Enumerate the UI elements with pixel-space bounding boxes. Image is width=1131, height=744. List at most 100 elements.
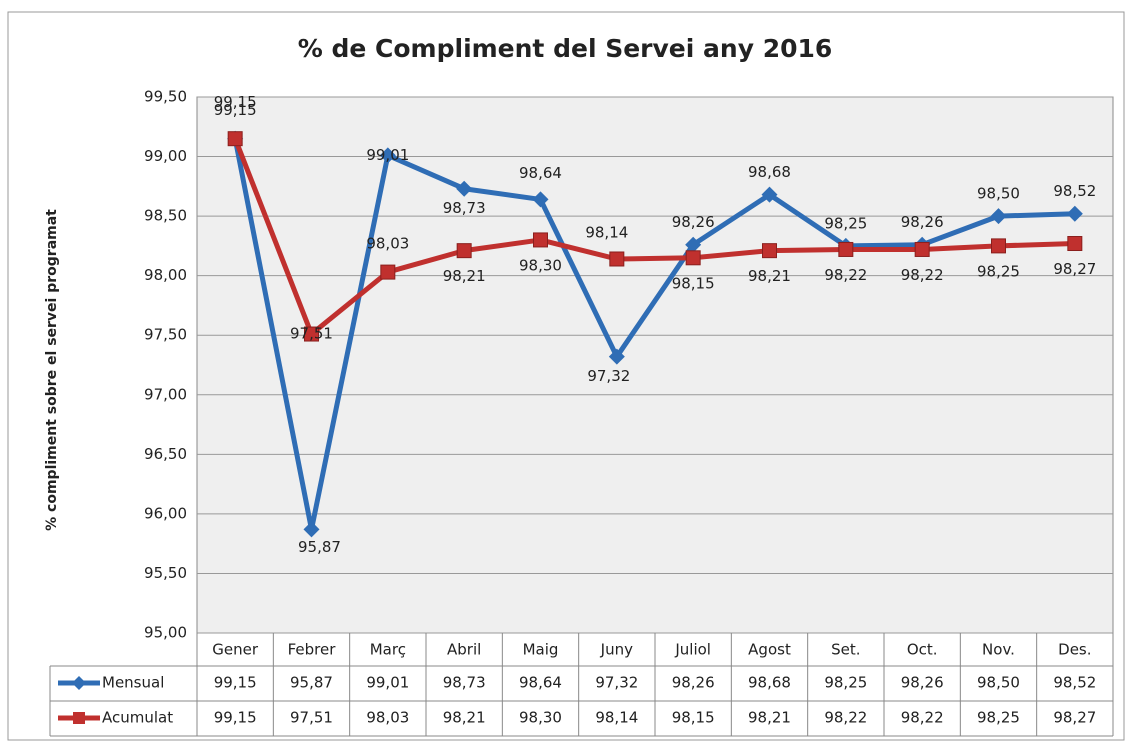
data-label: 98,22 <box>824 266 867 284</box>
y-tick-label: 97,00 <box>144 385 187 403</box>
data-label: 98,27 <box>1053 260 1096 278</box>
data-label: 98,25 <box>824 214 867 232</box>
data-label: 98,25 <box>977 262 1020 280</box>
category-label: Des. <box>1058 641 1091 659</box>
series-line <box>232 138 1075 532</box>
data-label: 98,22 <box>901 266 944 284</box>
table-cell: 98,03 <box>366 709 409 727</box>
marker <box>838 241 854 257</box>
data-label: 98,50 <box>977 185 1020 203</box>
table-cell: 98,73 <box>443 674 486 692</box>
data-label: 98,68 <box>748 163 791 181</box>
table-cell: 98,26 <box>901 674 944 692</box>
data-label: 97,32 <box>587 367 630 385</box>
y-tick-label: 99,50 <box>144 88 187 106</box>
data-label: 98,03 <box>366 235 409 253</box>
series-line <box>232 137 1075 337</box>
marker <box>990 208 1007 225</box>
legend-label: Acumulat <box>102 709 173 727</box>
marker <box>532 191 549 208</box>
category-label: Maig <box>523 641 559 659</box>
table-cell: 98,25 <box>977 709 1020 727</box>
y-tick-label: 98,00 <box>144 266 187 284</box>
data-label: 98,21 <box>748 267 791 285</box>
data-label: 95,87 <box>298 538 341 556</box>
legend-label: Mensual <box>102 674 164 692</box>
table-cell: 98,26 <box>672 674 715 692</box>
y-tick-label: 95,50 <box>144 564 187 582</box>
data-label: 98,73 <box>443 199 486 217</box>
category-label: Març <box>370 641 406 659</box>
marker <box>304 326 319 342</box>
y-tick-label: 97,50 <box>144 326 187 344</box>
marker <box>380 264 396 280</box>
marker <box>533 232 548 248</box>
category-label: Nov. <box>982 641 1015 659</box>
category-label: Agost <box>748 641 791 659</box>
marker <box>1066 205 1083 222</box>
data-label: 98,15 <box>672 274 715 292</box>
marker <box>914 241 930 257</box>
table-cell: 99,15 <box>214 674 257 692</box>
table-cell: 98,52 <box>1053 674 1096 692</box>
table-cell: 98,21 <box>748 709 791 727</box>
legend-marker <box>73 712 85 724</box>
marker <box>456 180 473 197</box>
y-tick-label: 96,50 <box>144 445 187 463</box>
table-cell: 98,22 <box>901 709 944 727</box>
table-cell: 98,22 <box>824 709 867 727</box>
table-cell: 98,64 <box>519 674 562 692</box>
marker <box>379 147 396 164</box>
category-label: Juny <box>600 641 633 659</box>
category-label: Set. <box>831 641 860 659</box>
marker <box>608 348 625 365</box>
table-cell: 97,51 <box>290 709 333 727</box>
marker <box>303 521 320 538</box>
y-axis-label: % compliment sobre el servei programat <box>44 209 60 531</box>
data-label: 98,26 <box>901 213 944 231</box>
y-tick-label: 95,00 <box>144 624 187 642</box>
marker <box>227 131 243 147</box>
data-label: 98,26 <box>672 213 715 231</box>
table-cell: 98,21 <box>443 709 486 727</box>
marker <box>456 243 472 259</box>
marker <box>685 250 701 266</box>
table-cell: 98,27 <box>1053 709 1096 727</box>
table-cell: 98,14 <box>595 709 638 727</box>
category-label: Juliol <box>674 641 711 659</box>
y-tick-label: 99,00 <box>144 147 187 165</box>
table-cell: 99,01 <box>366 674 409 692</box>
legend-marker <box>72 676 86 690</box>
data-label: 98,64 <box>519 164 562 182</box>
table-cell: 98,15 <box>672 709 715 727</box>
data-label: 98,21 <box>443 267 486 285</box>
marker <box>609 251 625 267</box>
category-label: Oct. <box>907 641 938 659</box>
table-cell: 97,32 <box>595 674 638 692</box>
data-label: 99,15 <box>214 101 257 119</box>
marker <box>761 186 778 203</box>
marker <box>762 243 777 259</box>
data-label: 99,15 <box>214 93 257 111</box>
data-label: 98,52 <box>1053 182 1096 200</box>
marker <box>1067 236 1083 252</box>
category-label: Gener <box>212 641 259 659</box>
plot-area <box>196 96 1114 634</box>
category-label: Febrer <box>288 641 337 659</box>
data-label: 98,30 <box>519 256 562 274</box>
table-cell: 95,87 <box>290 674 333 692</box>
table-cell: 99,15 <box>214 709 257 727</box>
data-label: 98,14 <box>585 223 628 241</box>
data-label: 99,01 <box>366 146 409 164</box>
category-label: Abril <box>447 641 481 659</box>
y-tick-label: 96,00 <box>144 504 187 522</box>
marker <box>991 238 1006 254</box>
table-cell: 98,30 <box>519 709 562 727</box>
marker <box>685 236 702 253</box>
data-label: 97,51 <box>290 325 333 343</box>
y-tick-label: 98,50 <box>144 207 187 225</box>
table-cell: 98,68 <box>748 674 791 692</box>
chart-title: % de Compliment del Servei any 2016 <box>298 34 833 63</box>
table-cell: 98,25 <box>824 674 867 692</box>
